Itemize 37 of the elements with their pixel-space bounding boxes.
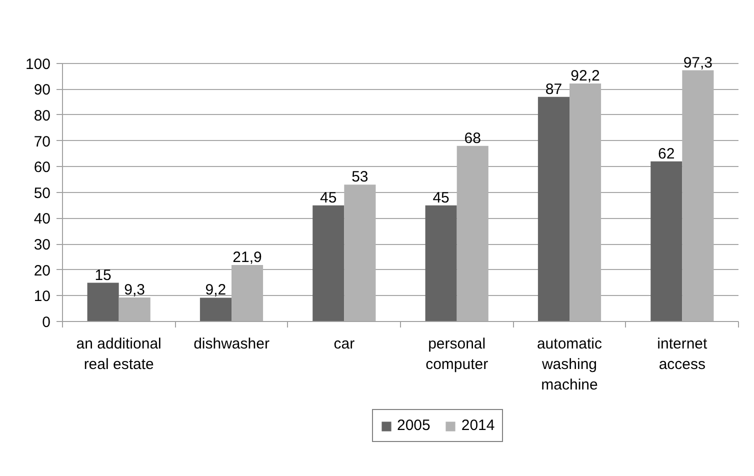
bar [650, 161, 682, 322]
data-label: 45 [432, 189, 450, 206]
y-tick-label: 40 [34, 210, 51, 228]
bar [312, 205, 344, 322]
y-tick-label: 0 [42, 314, 50, 331]
data-label: 62 [658, 145, 675, 162]
y-tick-label: 90 [34, 82, 51, 99]
x-tick-label: an additional real estate [76, 336, 162, 373]
data-label: 9,2 [205, 282, 226, 299]
bar [425, 205, 457, 322]
x-tick-label: automatic washing machine [536, 336, 603, 394]
bar [200, 298, 232, 322]
data-label: 53 [352, 168, 368, 186]
x-tick-label: dishwasher [194, 336, 270, 352]
data-label: 68 [464, 130, 481, 147]
data-label: 9,3 [124, 281, 146, 298]
y-tick-label: 60 [34, 159, 51, 176]
legend-label: 2014 [461, 417, 495, 434]
y-tick-label: 50 [34, 184, 51, 202]
data-label: 87 [545, 80, 562, 98]
x-tick-label: internet access [657, 336, 708, 373]
data-label: 97,3 [683, 54, 713, 72]
y-tick-label: 70 [34, 133, 51, 150]
y-tick-label: 20 [34, 262, 51, 280]
x-tick-label: car [334, 336, 355, 352]
bar [538, 96, 570, 322]
y-tick-label: 100 [25, 56, 51, 73]
legend-label: 2005 [397, 417, 430, 434]
y-tick-label: 30 [34, 236, 51, 254]
data-label: 45 [320, 189, 337, 206]
bar [87, 282, 119, 322]
y-tick-label: 10 [34, 288, 51, 306]
data-label: 15 [94, 266, 112, 284]
data-label: 21,9 [232, 248, 262, 266]
y-tick-label: 80 [34, 107, 51, 124]
x-tick-label: personal computer [426, 336, 488, 373]
data-label: 92,2 [570, 67, 600, 84]
